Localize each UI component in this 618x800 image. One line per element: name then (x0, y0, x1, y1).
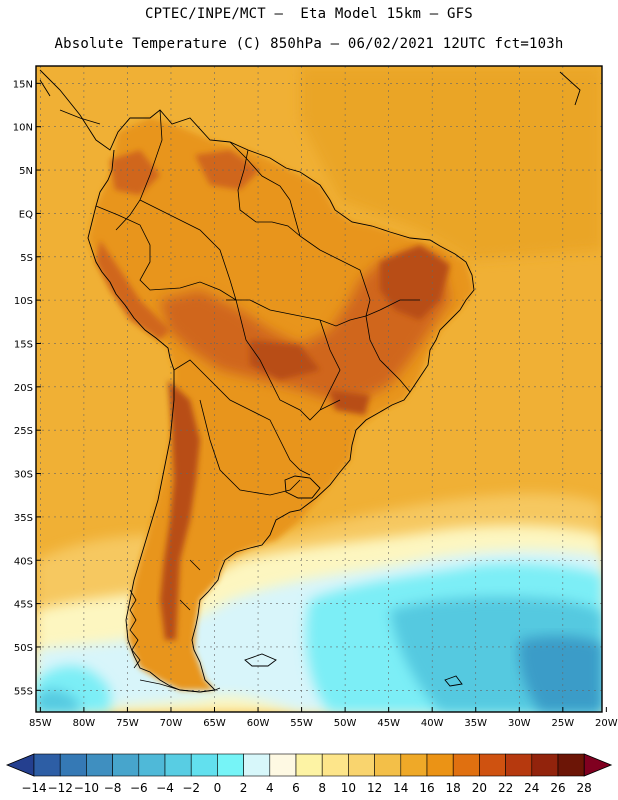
colorbar-cell (164, 753, 192, 777)
colorbar-cell (348, 753, 375, 777)
lat-tick-label: 10N (13, 123, 33, 134)
colorbar-label: 4 (266, 781, 274, 795)
colorbar-cell (86, 753, 113, 777)
lon-tick-label: 70W (160, 718, 183, 729)
lon-tick-label: 30W (508, 718, 531, 729)
lon-tick-label: 45W (377, 718, 400, 729)
colorbar-cell (321, 753, 349, 777)
chilean-archipelago (129, 589, 221, 693)
colorbar-label: 12 (367, 781, 382, 795)
lat-tick-label: 15N (13, 79, 33, 90)
colorbar-label: 14 (393, 781, 408, 795)
colorbar-cell (505, 753, 533, 777)
lat-tick-label: 45S (14, 600, 33, 611)
lat-tick-label: 15S (14, 339, 33, 350)
lat-tick-label: 50S (14, 643, 33, 654)
colorbar-cell (269, 753, 297, 777)
lon-tick-label: 40W (421, 718, 444, 729)
lat-tick-label: 30S (14, 470, 33, 481)
lat-tick-label: 20S (14, 383, 33, 394)
lat-tick-label: 10S (14, 296, 33, 307)
lon-tick-label: 55W (290, 718, 313, 729)
colorbar-cell (243, 753, 271, 777)
colorbar-label: 18 (446, 781, 461, 795)
colorbar-cell (217, 753, 244, 777)
lat-tick-label: 25S (14, 426, 33, 437)
latitude-axis: 15N 10N 5N EQ 5S 10S 15S 20S 25S 30S 35S 40S 45S 50S 5… (13, 79, 41, 697)
hot-interior (160, 250, 450, 400)
lon-tick-label: 20W (595, 718, 618, 729)
colorbar-arrow-high (583, 753, 613, 777)
colorbar-label: 0 (214, 781, 222, 795)
lon-tick-label: 65W (203, 718, 226, 729)
lat-tick-label: EQ (19, 209, 33, 220)
lon-tick-label: 75W (116, 718, 139, 729)
colorbar-label: 10 (341, 781, 356, 795)
colorbar-arrow-low (5, 753, 35, 777)
coastline-south-america (39, 69, 475, 693)
graticule (36, 66, 602, 712)
lat-tick-label: 40S (14, 556, 33, 567)
colorbar-cell (479, 753, 506, 777)
falkland-islands (244, 653, 463, 687)
header-title-line2: Absolute Temperature (C) 850hPa – 06/02/… (54, 36, 564, 52)
colorbar-cell (452, 753, 480, 777)
lon-tick-label: 80W (73, 718, 96, 729)
lat-tick-label: 55S (14, 686, 33, 697)
colorbar-label: 22 (498, 781, 513, 795)
lagoa-dos-patos (284, 475, 321, 499)
colorbar-label: 6 (292, 781, 300, 795)
colorbar-cell (190, 753, 218, 777)
field-band-6 (518, 635, 602, 712)
colorbar-cell (112, 753, 140, 777)
lat-tick-label: 35S (14, 513, 33, 524)
field-warm-north (300, 66, 602, 260)
colorbar-cell (426, 753, 454, 777)
longitude-axis: 85W 80W 75W 70W 65W 60W 55W 50W 45W 40W 35W 30W 25W 2… (29, 707, 618, 729)
colorbar-label: −2 (182, 781, 200, 795)
colorbar-label: 2 (240, 781, 248, 795)
hot-andes-south (160, 380, 200, 640)
colorbar-cell (33, 753, 61, 777)
colorbar-label: 28 (577, 781, 592, 795)
colorbar-label: −6 (130, 781, 148, 795)
lat-tick-label: 5S (20, 253, 33, 264)
colorbar-cell (374, 753, 402, 777)
coastlines (39, 69, 581, 693)
colorbar-cell (557, 753, 585, 777)
colorbar-label: −12 (48, 781, 73, 795)
lon-tick-label: 85W (29, 718, 52, 729)
colorbar-label: −14 (21, 781, 46, 795)
field-band-5 (36, 597, 602, 712)
lon-tick-label: 35W (464, 718, 487, 729)
colorbar-label: 26 (550, 781, 565, 795)
temperature-field (36, 66, 602, 712)
caribbean-coast (39, 71, 581, 125)
colorbar-label: 16 (419, 781, 434, 795)
colorbar-label: 8 (318, 781, 326, 795)
country-borders (95, 109, 420, 611)
land-field (88, 118, 474, 690)
colorbar: −14 −12 −10 −8 −6 −4 −2 0 2 4 6 8 10 12 14 16 18 20 22 24 26… (5, 753, 613, 795)
colorbar-label: 24 (524, 781, 539, 795)
colorbar-label: 20 (472, 781, 487, 795)
colorbar-cell (59, 753, 87, 777)
colorbar-label: −4 (156, 781, 174, 795)
colorbar-label: −10 (74, 781, 99, 795)
lon-tick-label: 50W (334, 718, 357, 729)
colorbar-cell (400, 753, 428, 777)
lon-tick-label: 60W (247, 718, 270, 729)
lat-tick-label: 5N (19, 166, 33, 177)
colorbar-label: −8 (104, 781, 122, 795)
hot-spots (250, 245, 450, 415)
lon-tick-label: 25W (552, 718, 575, 729)
colorbar-cell (531, 753, 559, 777)
colorbar-cell (295, 753, 323, 777)
map-frame (35, 65, 603, 713)
header-title-line1: CPTEC/INPE/MCT – Eta Model 15km – GFS (145, 6, 473, 22)
colorbar-cell (138, 753, 166, 777)
